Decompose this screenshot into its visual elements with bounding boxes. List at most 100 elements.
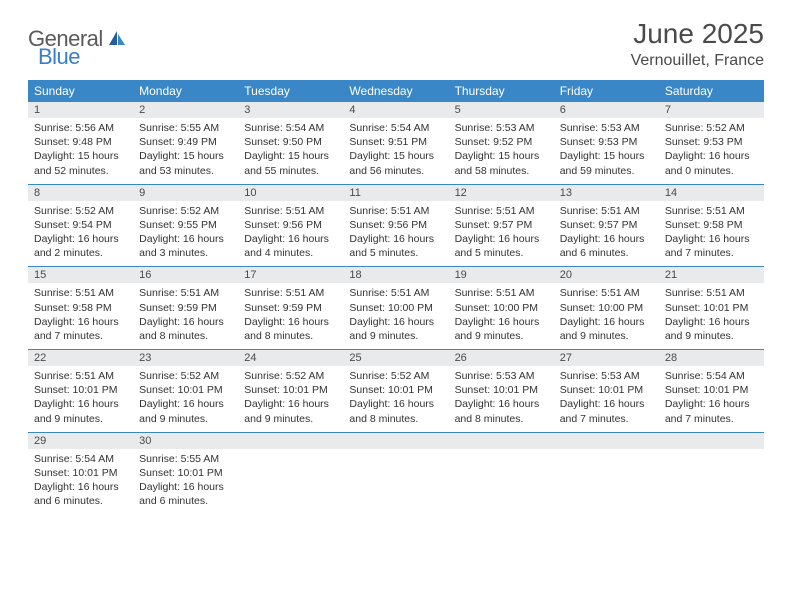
sunrise-text: Sunrise: 5:52 AM [139,204,232,218]
month-title: June 2025 [631,18,764,50]
sunset-text: Sunset: 9:57 PM [560,218,653,232]
sunset-text: Sunset: 9:58 PM [34,301,127,315]
day-data-cell: Sunrise: 5:56 AMSunset: 9:48 PMDaylight:… [28,118,133,184]
day-number-cell: 26 [449,350,554,367]
sunrise-text: Sunrise: 5:51 AM [665,204,758,218]
calendar-table: Sunday Monday Tuesday Wednesday Thursday… [28,80,764,514]
sunset-text: Sunset: 10:00 PM [349,301,442,315]
daylight-text: Daylight: 16 hours and 7 minutes. [560,397,653,425]
day-data-cell: Sunrise: 5:52 AMSunset: 9:53 PMDaylight:… [659,118,764,184]
sunrise-text: Sunrise: 5:51 AM [455,204,548,218]
data-row: Sunrise: 5:52 AMSunset: 9:54 PMDaylight:… [28,201,764,267]
day-header: Saturday [659,81,764,102]
daylight-text: Daylight: 16 hours and 9 minutes. [139,397,232,425]
calendar-body: 1234567Sunrise: 5:56 AMSunset: 9:48 PMDa… [28,102,764,515]
daylight-text: Daylight: 16 hours and 5 minutes. [349,232,442,260]
daylight-text: Daylight: 16 hours and 3 minutes. [139,232,232,260]
daylight-text: Daylight: 16 hours and 4 minutes. [244,232,337,260]
daylight-text: Daylight: 16 hours and 7 minutes. [34,315,127,343]
day-data-cell: Sunrise: 5:52 AMSunset: 10:01 PMDaylight… [238,366,343,432]
sunrise-text: Sunrise: 5:51 AM [560,204,653,218]
day-data-cell [659,449,764,515]
sunset-text: Sunset: 10:01 PM [139,383,232,397]
sunrise-text: Sunrise: 5:55 AM [139,452,232,466]
sunset-text: Sunset: 9:59 PM [139,301,232,315]
sunset-text: Sunset: 10:00 PM [560,301,653,315]
daylight-text: Daylight: 15 hours and 55 minutes. [244,149,337,177]
daynum-row: 891011121314 [28,184,764,201]
sunrise-text: Sunrise: 5:52 AM [34,204,127,218]
day-number-cell: 11 [343,184,448,201]
day-data-cell: Sunrise: 5:51 AMSunset: 9:57 PMDaylight:… [554,201,659,267]
day-data-cell: Sunrise: 5:55 AMSunset: 9:49 PMDaylight:… [133,118,238,184]
day-number-cell: 27 [554,350,659,367]
sunset-text: Sunset: 9:54 PM [34,218,127,232]
day-number-cell: 1 [28,102,133,119]
day-header: Tuesday [238,81,343,102]
daylight-text: Daylight: 15 hours and 52 minutes. [34,149,127,177]
day-header: Wednesday [343,81,448,102]
day-number-cell: 19 [449,267,554,284]
daylight-text: Daylight: 16 hours and 9 minutes. [560,315,653,343]
sunset-text: Sunset: 9:51 PM [349,135,442,149]
daynum-row: 22232425262728 [28,350,764,367]
day-data-cell: Sunrise: 5:52 AMSunset: 9:54 PMDaylight:… [28,201,133,267]
day-data-cell: Sunrise: 5:51 AMSunset: 9:58 PMDaylight:… [659,201,764,267]
day-data-cell: Sunrise: 5:53 AMSunset: 9:52 PMDaylight:… [449,118,554,184]
sunset-text: Sunset: 9:52 PM [455,135,548,149]
sunrise-text: Sunrise: 5:51 AM [139,286,232,300]
day-data-cell: Sunrise: 5:51 AMSunset: 10:00 PMDaylight… [449,283,554,349]
sunset-text: Sunset: 10:01 PM [560,383,653,397]
day-number-cell: 15 [28,267,133,284]
day-number-cell: 10 [238,184,343,201]
day-data-cell: Sunrise: 5:52 AMSunset: 10:01 PMDaylight… [343,366,448,432]
day-data-cell: Sunrise: 5:54 AMSunset: 9:51 PMDaylight:… [343,118,448,184]
sunrise-text: Sunrise: 5:54 AM [34,452,127,466]
day-data-cell: Sunrise: 5:54 AMSunset: 9:50 PMDaylight:… [238,118,343,184]
sunrise-text: Sunrise: 5:51 AM [349,286,442,300]
daylight-text: Daylight: 16 hours and 9 minutes. [665,315,758,343]
data-row: Sunrise: 5:51 AMSunset: 10:01 PMDaylight… [28,366,764,432]
day-data-cell: Sunrise: 5:51 AMSunset: 9:56 PMDaylight:… [238,201,343,267]
daylight-text: Daylight: 16 hours and 8 minutes. [455,397,548,425]
day-number-cell: 30 [133,432,238,449]
day-number-cell: 18 [343,267,448,284]
day-number-cell: 16 [133,267,238,284]
day-number-cell: 23 [133,350,238,367]
day-number-cell: 24 [238,350,343,367]
day-header: Monday [133,81,238,102]
day-data-cell: Sunrise: 5:51 AMSunset: 10:01 PMDaylight… [659,283,764,349]
sunrise-text: Sunrise: 5:52 AM [139,369,232,383]
sunset-text: Sunset: 9:56 PM [349,218,442,232]
sunrise-text: Sunrise: 5:53 AM [560,121,653,135]
day-data-cell: Sunrise: 5:51 AMSunset: 10:00 PMDaylight… [343,283,448,349]
daylight-text: Daylight: 15 hours and 56 minutes. [349,149,442,177]
sunset-text: Sunset: 10:01 PM [455,383,548,397]
sunrise-text: Sunrise: 5:54 AM [244,121,337,135]
day-number-cell [659,432,764,449]
sunset-text: Sunset: 10:00 PM [455,301,548,315]
day-number-cell: 29 [28,432,133,449]
sunset-text: Sunset: 9:48 PM [34,135,127,149]
daylight-text: Daylight: 15 hours and 59 minutes. [560,149,653,177]
day-data-cell: Sunrise: 5:51 AMSunset: 10:01 PMDaylight… [28,366,133,432]
sunrise-text: Sunrise: 5:54 AM [665,369,758,383]
sunset-text: Sunset: 9:53 PM [665,135,758,149]
day-number-cell [449,432,554,449]
sunset-text: Sunset: 9:58 PM [665,218,758,232]
header-row: General June 2025 Vernouillet, France [28,18,764,70]
sunrise-text: Sunrise: 5:51 AM [560,286,653,300]
sunset-text: Sunset: 9:50 PM [244,135,337,149]
daylight-text: Daylight: 16 hours and 6 minutes. [560,232,653,260]
day-data-cell [343,449,448,515]
daylight-text: Daylight: 16 hours and 9 minutes. [455,315,548,343]
sunrise-text: Sunrise: 5:51 AM [244,286,337,300]
day-data-cell [449,449,554,515]
sunset-text: Sunset: 10:01 PM [34,466,127,480]
day-number-cell: 2 [133,102,238,119]
day-number-cell: 6 [554,102,659,119]
daylight-text: Daylight: 16 hours and 0 minutes. [665,149,758,177]
sunrise-text: Sunrise: 5:51 AM [455,286,548,300]
data-row: Sunrise: 5:51 AMSunset: 9:58 PMDaylight:… [28,283,764,349]
day-data-cell [554,449,659,515]
